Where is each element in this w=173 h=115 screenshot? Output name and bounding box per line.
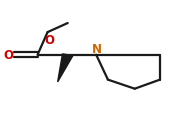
Text: N: N <box>92 43 102 56</box>
Polygon shape <box>58 54 73 82</box>
Text: O: O <box>3 49 13 62</box>
Text: O: O <box>44 34 54 47</box>
